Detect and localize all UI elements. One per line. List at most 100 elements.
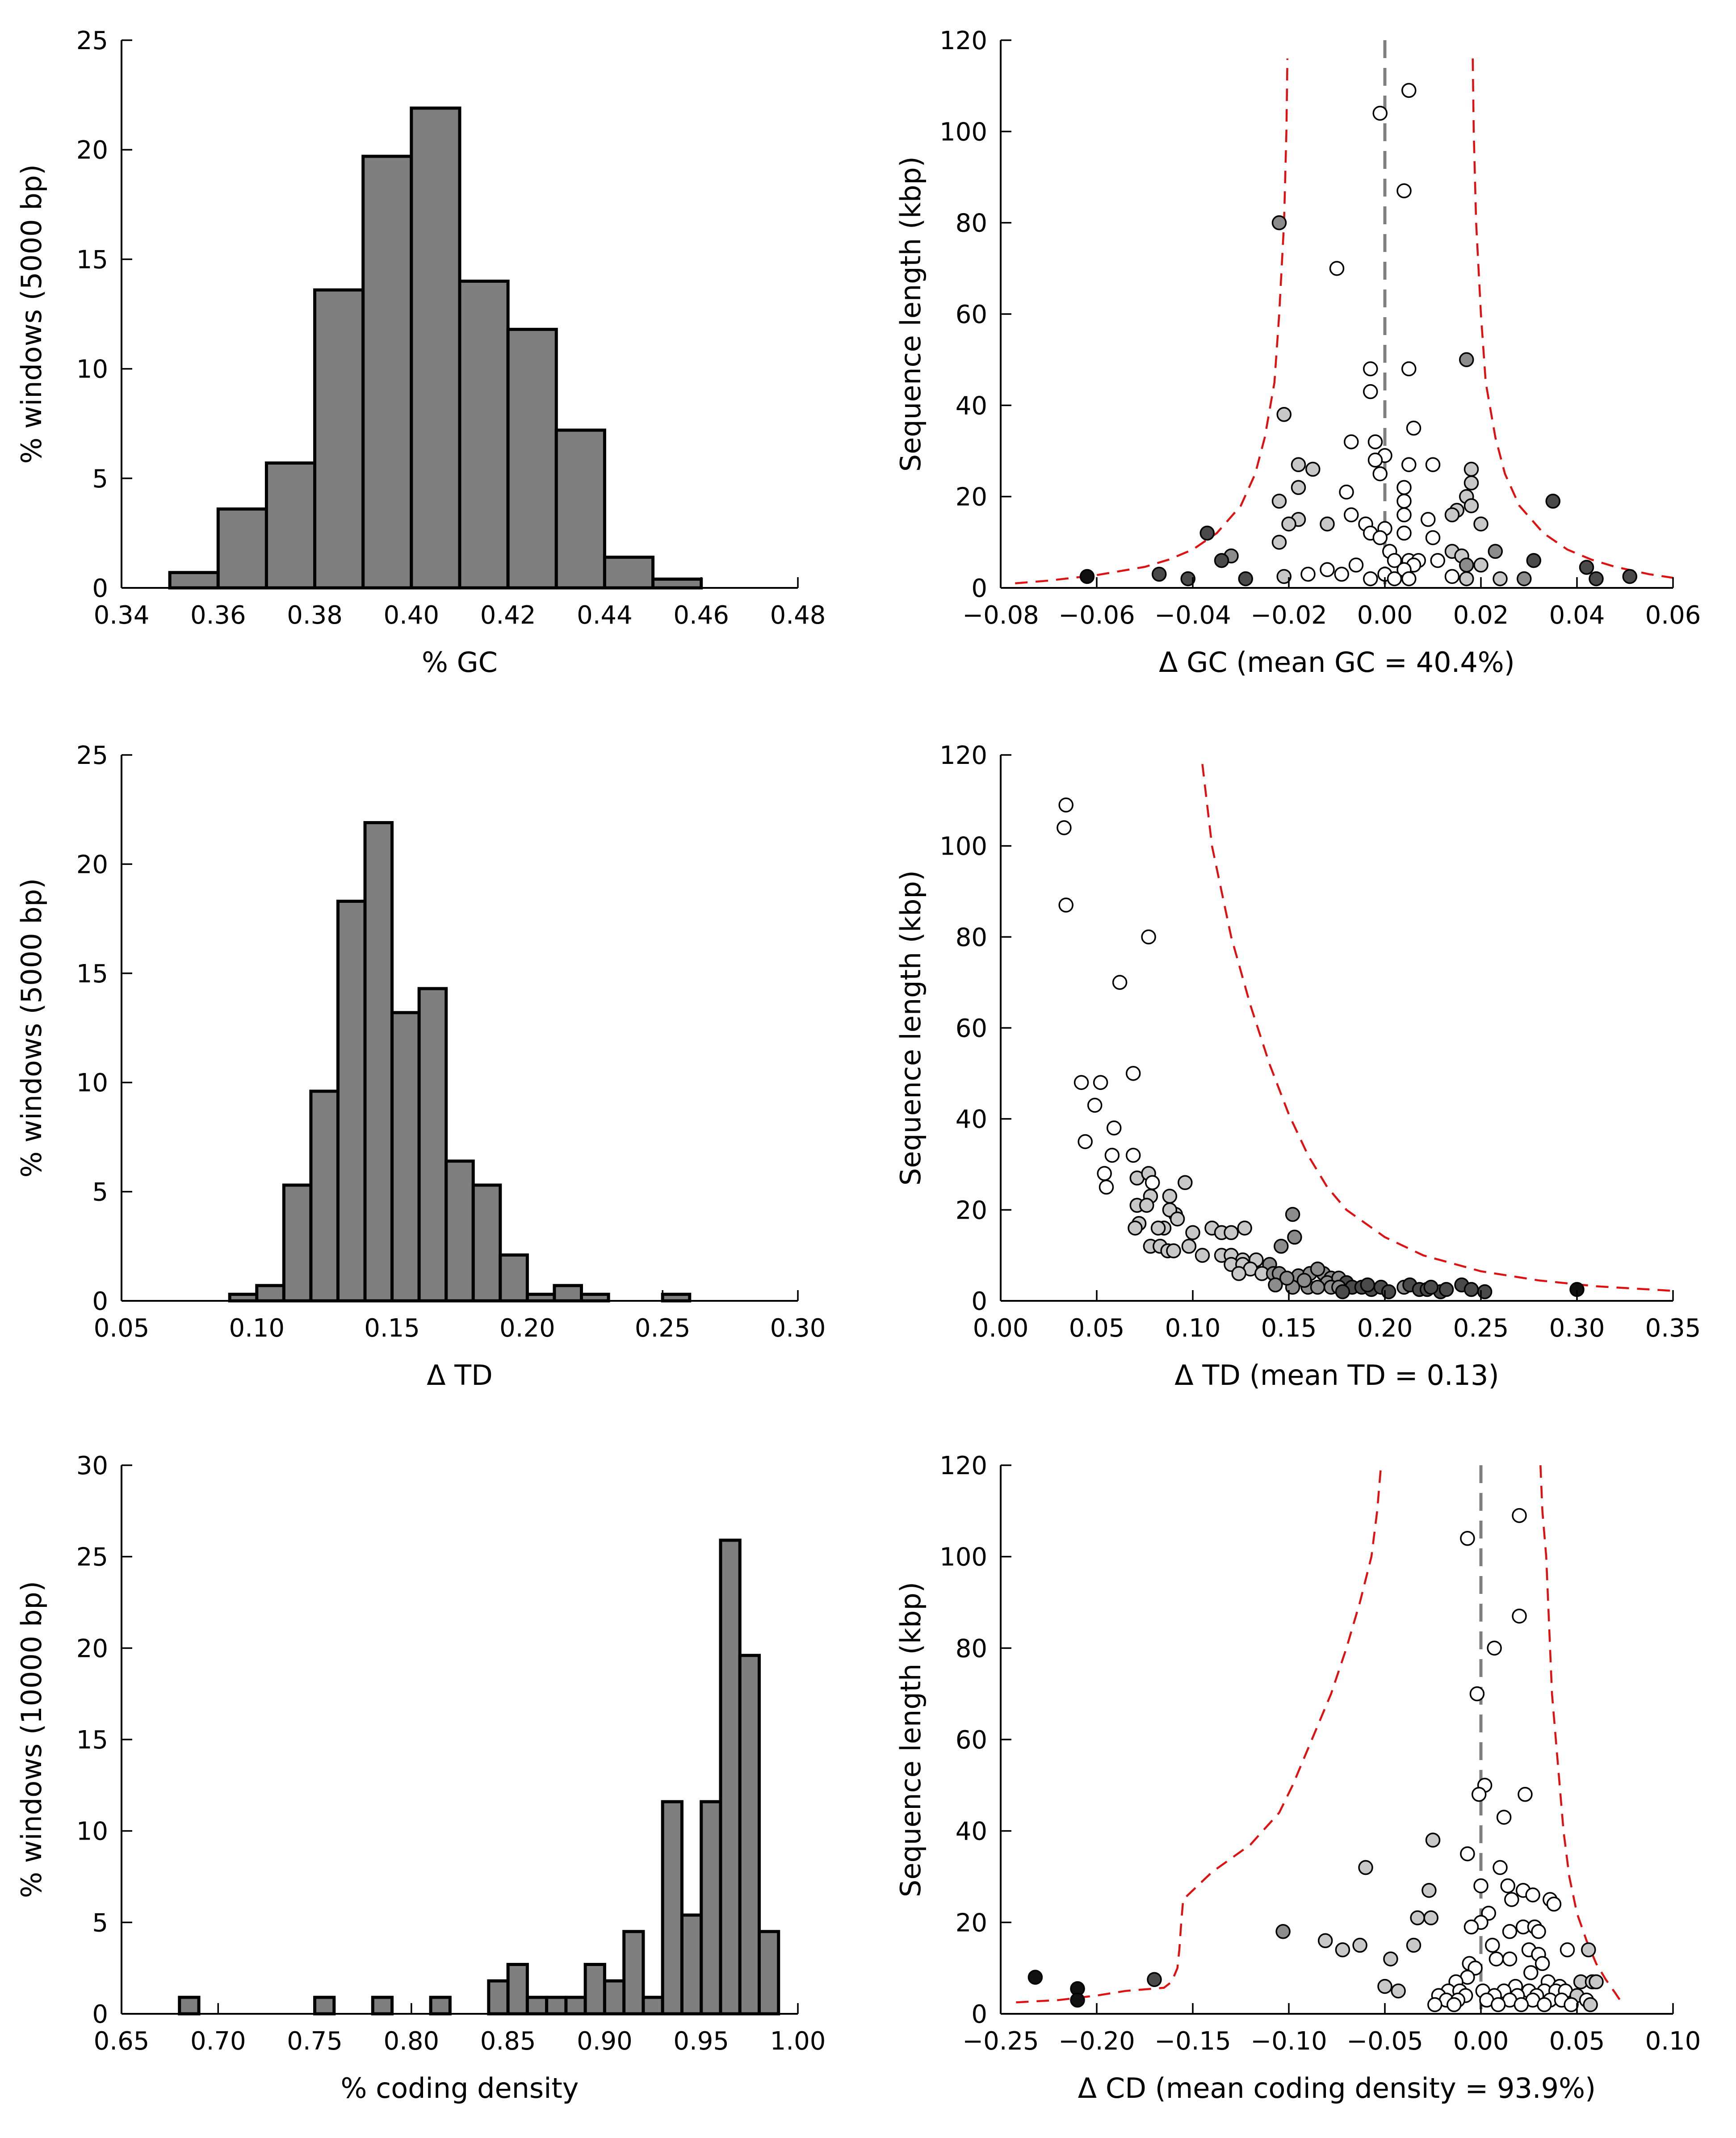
- scatter-point: [1271, 215, 1287, 231]
- y-tick-label: 60: [956, 300, 987, 329]
- scatter-point: [1579, 560, 1594, 575]
- x-tick-label: 0.05: [94, 1314, 150, 1343]
- x-tick-label: 0.65: [94, 2027, 150, 2056]
- x-tick-label: −0.25: [962, 2027, 1039, 2056]
- x-tick-label: 0.48: [770, 601, 826, 630]
- y-tick-label: 100: [939, 832, 987, 861]
- histogram-bar: [429, 1995, 452, 2016]
- scatter-point: [1496, 1810, 1512, 1825]
- scatter-point: [1078, 1134, 1093, 1149]
- x-tick-label: 0.25: [635, 1314, 691, 1343]
- threshold-curve: [1472, 58, 1673, 579]
- x-tick-label: 0.36: [190, 601, 246, 630]
- histogram-bar: [554, 428, 606, 590]
- scatter-point: [1523, 1965, 1539, 1980]
- scatter-point: [1358, 1860, 1373, 1875]
- histogram-bar: [525, 1292, 556, 1303]
- scatter-point: [1401, 457, 1417, 472]
- histogram-bar: [564, 1995, 587, 2016]
- histogram-bar: [622, 1930, 645, 2016]
- histogram-bar: [603, 555, 655, 590]
- y-tick-label: 5: [92, 1178, 108, 1207]
- y-tick-label: 120: [939, 1451, 987, 1480]
- scatter-point: [1430, 553, 1445, 568]
- scatter-point: [1285, 1207, 1300, 1222]
- x-tick-label: 0.10: [229, 1314, 285, 1343]
- scatter-point: [1463, 498, 1479, 513]
- y-tick-label: 15: [76, 245, 108, 274]
- y-tick-label: 20: [956, 1196, 987, 1225]
- histogram-bar: [583, 1962, 606, 2016]
- y-tick-label: 20: [956, 1908, 987, 1937]
- x-tick-label: −0.20: [1058, 2027, 1135, 2056]
- scatter-point: [1214, 553, 1229, 568]
- scatter-point: [1276, 407, 1292, 422]
- x-tick-label: 0.15: [364, 1314, 420, 1343]
- scatter-point: [1387, 571, 1402, 587]
- scatter-point: [1517, 571, 1532, 587]
- scatter-point: [1166, 1243, 1181, 1258]
- x-tick-label: −0.06: [1058, 601, 1135, 630]
- scatter-point: [1339, 484, 1354, 500]
- scatter-point: [1545, 494, 1560, 509]
- scatter-point: [1502, 1924, 1518, 1939]
- x-axis-label: Δ GC (mean GC = 40.4%): [1159, 646, 1515, 679]
- scatter-point: [1526, 553, 1541, 568]
- y-tick-label: 0: [92, 1287, 108, 1316]
- scatter-point: [1352, 1937, 1367, 1953]
- x-tick-label: 1.00: [770, 2027, 826, 2056]
- y-axis-label: Sequence length (kbp): [894, 156, 927, 472]
- histogram-bar: [309, 1090, 340, 1303]
- y-tick-label: 10: [76, 355, 108, 384]
- x-tick-label: 0.95: [673, 2027, 729, 2056]
- histogram-bar: [264, 461, 317, 590]
- histogram-bar: [410, 106, 461, 590]
- scatter-point: [1344, 434, 1359, 449]
- scatter-point: [1471, 1787, 1487, 1802]
- histogram-bar: [471, 1183, 502, 1303]
- scatter-point: [1396, 525, 1412, 541]
- scatter-point: [1459, 558, 1474, 573]
- y-tick-label: 25: [76, 741, 108, 770]
- scatter-point: [1512, 1608, 1527, 1624]
- y-tick-label: 60: [956, 1014, 987, 1043]
- x-tick-label: 0.42: [480, 601, 536, 630]
- histogram-bar: [603, 1979, 626, 2016]
- x-tick-label: −0.05: [1346, 2027, 1423, 2056]
- scatter-point: [1469, 1686, 1485, 1702]
- histogram-bar: [506, 1962, 529, 2016]
- scatter-point: [1391, 1983, 1406, 1999]
- scatter-point: [1145, 1175, 1160, 1190]
- histogram-bar: [282, 1183, 313, 1303]
- scatter-point: [1477, 1284, 1493, 1300]
- scatter-point: [1425, 530, 1441, 545]
- scatter-point: [1162, 1189, 1178, 1204]
- scatter-point: [1170, 1211, 1185, 1227]
- x-axis-label: Δ TD: [427, 1359, 493, 1392]
- histogram-bar: [719, 1539, 742, 2016]
- histogram-bar: [553, 1284, 583, 1303]
- scatter-point: [1427, 1997, 1442, 2012]
- scatter-point: [1106, 1120, 1122, 1136]
- scatter-point: [1093, 1075, 1108, 1090]
- scatter-point: [1537, 1997, 1552, 2012]
- scatter-point: [1422, 1882, 1437, 1898]
- y-tick-label: 20: [76, 850, 108, 879]
- scatter-point: [1305, 461, 1321, 477]
- y-tick-label: 20: [76, 1634, 108, 1663]
- scatter-point: [1147, 1972, 1162, 1987]
- scatter-point: [1485, 1937, 1500, 1953]
- scatter-point: [1489, 1951, 1504, 1966]
- threshold-curve: [1201, 764, 1673, 1292]
- y-tick-label: 40: [956, 391, 987, 420]
- scatter-point: [1070, 1992, 1085, 2008]
- histogram-bar: [178, 1995, 201, 2016]
- scatter-point: [1387, 553, 1402, 568]
- x-tick-label: 0.44: [577, 601, 633, 630]
- scatter-point: [1367, 434, 1383, 449]
- scatter-point: [1589, 1974, 1604, 1990]
- scatter-point: [1104, 1148, 1120, 1163]
- scatter-point: [1401, 83, 1417, 98]
- scatter-point: [1500, 1878, 1515, 1894]
- x-tick-label: 0.10: [1645, 2027, 1701, 2056]
